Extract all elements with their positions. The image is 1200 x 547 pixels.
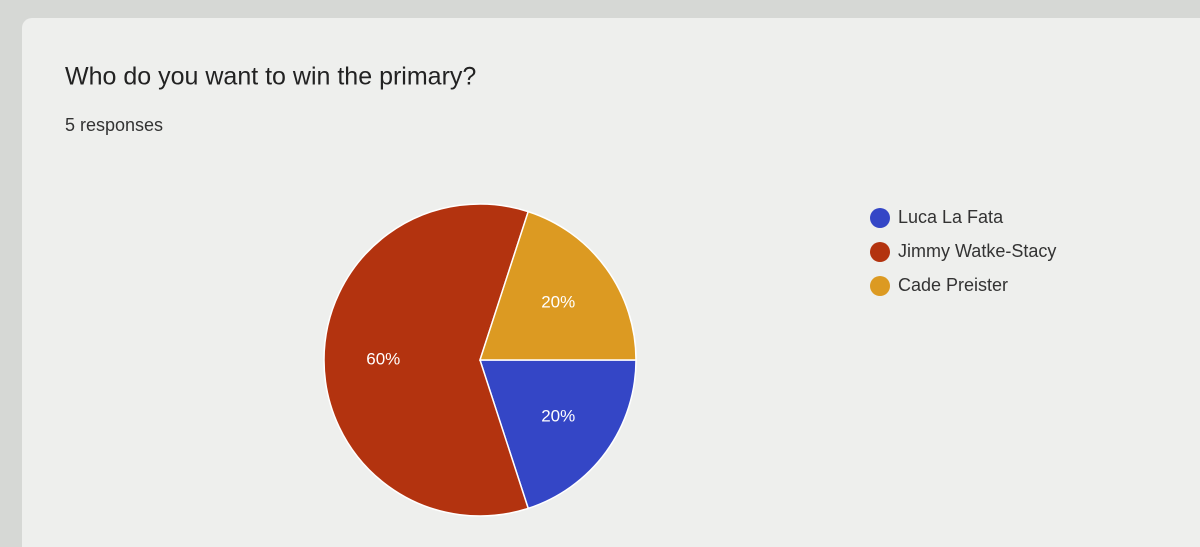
data-label: 60%	[366, 349, 400, 368]
legend-swatch	[870, 242, 890, 262]
legend-label: Cade Preister	[898, 275, 1008, 295]
data-label: 20%	[541, 406, 575, 425]
legend-label: Jimmy Watke-Stacy	[898, 241, 1056, 261]
chart-title: Who do you want to win the primary?	[65, 63, 476, 91]
legend-swatch	[870, 276, 890, 296]
legend-label: Luca La Fata	[898, 207, 1004, 227]
legend-swatch	[870, 208, 890, 228]
pie-slice	[478, 210, 637, 361]
chart-subtitle: 5 responses	[65, 115, 163, 135]
data-label: 20%	[541, 293, 575, 312]
pie-slice	[478, 359, 637, 510]
pie-slice	[323, 203, 530, 517]
